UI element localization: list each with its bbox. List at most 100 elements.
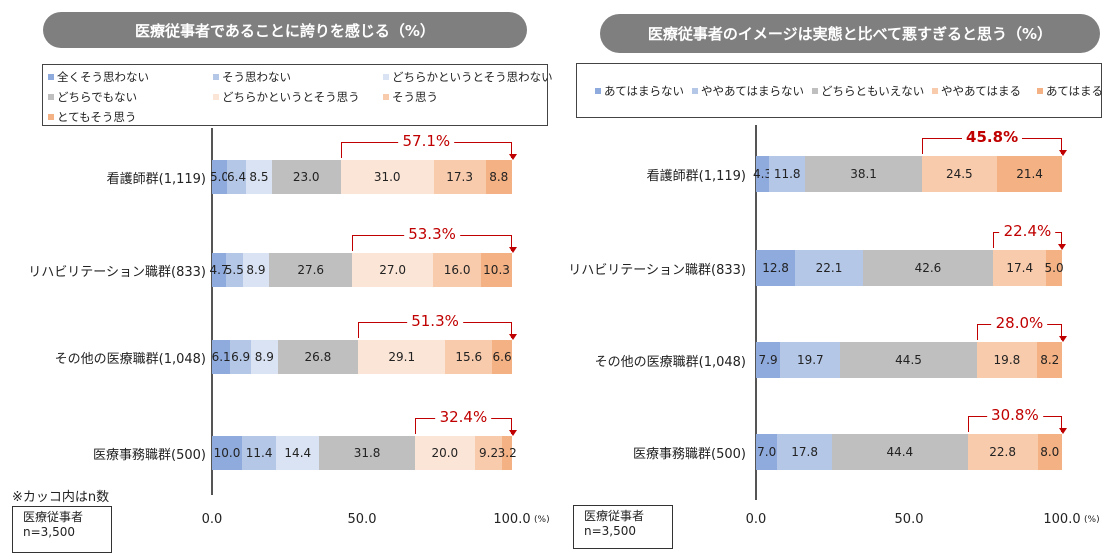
bar-segment: 5.0 — [1045, 250, 1064, 286]
bar-segment: 8.9 — [242, 253, 270, 287]
legend-swatch-icon — [48, 94, 54, 100]
bar-segment: 10.3 — [481, 253, 512, 287]
bar-segment: 12.8 — [756, 250, 796, 286]
legend-item: どちらともいえない — [812, 83, 924, 99]
positive-total-label: 30.8% — [987, 407, 1043, 423]
sample-label: 医療従事者 — [584, 509, 645, 523]
category-label: その他の医療職群(1,048) — [594, 355, 746, 370]
sample-n: n=3,500 — [23, 525, 76, 539]
category-label: リハビリテーション職群(833) — [568, 263, 746, 278]
bar-segment: 22.1 — [795, 250, 863, 286]
bar-segment: 17.3 — [433, 160, 486, 194]
bar-segment: 11.8 — [769, 156, 806, 192]
bar-segment: 29.1 — [358, 340, 446, 374]
legend-label: どちらでもない — [57, 90, 138, 104]
bar-segment: 8.5 — [246, 160, 272, 194]
legend-label: そう思わない — [222, 70, 291, 84]
legend-item: そう思わない — [213, 69, 291, 85]
x-tick-label: 100.0 — [1043, 512, 1081, 527]
bar-segment: 14.4 — [276, 436, 320, 470]
arrow-down-icon — [1058, 428, 1067, 434]
y-axis-line — [211, 128, 213, 495]
bar-segment: 3.2 — [498, 436, 517, 470]
legend-label: どちらかというとそう思わない — [392, 70, 553, 84]
bar-segment: 24.5 — [921, 156, 997, 192]
legend-swatch-icon — [595, 88, 601, 94]
bar-segment: 6.6 — [492, 340, 512, 374]
bar-segment: 20.0 — [414, 436, 475, 470]
legend-item: あてはまらない — [595, 83, 684, 99]
bar-segment: 6.4 — [227, 160, 247, 194]
legend-swatch-icon — [213, 74, 219, 80]
bar-segment: 44.4 — [831, 434, 968, 470]
sample-n: n=3,500 — [584, 524, 637, 538]
legend-swatch-icon — [48, 114, 54, 120]
x-unit-label: (%) — [1084, 515, 1100, 525]
legend-swatch-icon — [383, 74, 389, 80]
category-label: 医療事務職群(500) — [633, 447, 746, 462]
positive-total-label: 53.3% — [404, 226, 460, 242]
legend-item: ややあてはまる — [932, 83, 1021, 99]
bar-segment: 8.0 — [1037, 434, 1062, 470]
legend-item: 全くそう思わない — [48, 69, 149, 85]
bar-segment: 19.7 — [780, 342, 841, 378]
bar-segment: 27.0 — [352, 253, 434, 287]
bar-segment: 4.7 — [210, 253, 229, 287]
legend-item: ややあてはまらない — [692, 83, 804, 99]
arrow-down-icon — [1058, 336, 1067, 342]
bar-segment: 5.5 — [225, 253, 244, 287]
legend-item: どちらかというとそう思わない — [383, 69, 553, 85]
legend-swatch-icon — [213, 94, 219, 100]
bar-segment: 44.5 — [840, 342, 977, 378]
legend-swatch-icon — [1037, 88, 1043, 94]
legend-label: どちらかというとそう思う — [222, 90, 360, 104]
arrow-down-icon — [508, 430, 517, 436]
category-label: 看護師群(1,119) — [646, 169, 746, 184]
y-axis-line — [755, 125, 757, 500]
sample-box-left: 医療従事者 n=3,500 — [12, 506, 112, 553]
legend-label: ややあてはまらない — [701, 84, 805, 98]
bar-segment: 23.0 — [271, 160, 341, 194]
sample-label: 医療従事者 — [23, 510, 84, 524]
arrow-down-icon — [508, 154, 517, 160]
left-chart-title: 医療従事者であることに誇りを感じる（%） — [43, 12, 527, 48]
positive-total-label: 45.8% — [962, 129, 1023, 145]
bar-segment: 9.2 — [474, 436, 503, 470]
category-label: リハビリテーション職群(833) — [28, 265, 206, 280]
x-tick-label: 0.0 — [745, 512, 767, 527]
left-legend: 全くそう思わない そう思わない どちらかというとそう思わないどちらでもない どちらかと… — [42, 64, 553, 126]
positive-total-label: 22.4% — [999, 223, 1056, 239]
positive-total-label: 28.0% — [991, 315, 1048, 331]
legend-swatch-icon — [692, 88, 698, 94]
legend-label: どちらともいえない — [821, 84, 925, 98]
bar-segment: 31.8 — [319, 436, 415, 470]
x-tick-label: 50.0 — [894, 512, 924, 527]
arrow-down-icon — [1058, 150, 1067, 156]
bar-segment: 7.9 — [756, 342, 781, 378]
legend-label: とてもそう思う — [57, 110, 137, 124]
positive-total-label: 57.1% — [398, 133, 455, 149]
x-tick-label: 100.0 — [493, 512, 531, 527]
category-label: その他の医療職群(1,048) — [54, 352, 206, 367]
bar-segment: 42.6 — [862, 250, 994, 286]
legend-label: あてはまらない — [604, 84, 685, 98]
bar-segment: 8.8 — [485, 160, 512, 194]
positive-total-label: 32.4% — [435, 409, 492, 425]
legend-item: どちらかというとそう思う — [213, 89, 360, 105]
bar-segment: 15.6 — [445, 340, 493, 374]
legend-swatch-icon — [383, 94, 389, 100]
legend-label: あてはまる — [1046, 84, 1104, 98]
legend-label: 全くそう思わない — [57, 70, 149, 84]
arrow-down-icon — [508, 247, 517, 253]
bar-segment: 17.4 — [993, 250, 1047, 286]
bar-segment: 8.2 — [1037, 342, 1063, 378]
sample-box-right: 医療従事者 n=3,500 — [573, 505, 673, 549]
n-note: ※カッコ内はn数 — [12, 490, 110, 505]
category-label: 看護師群(1,119) — [106, 172, 206, 187]
bar-segment: 26.8 — [277, 340, 359, 374]
legend-label: そう思う — [392, 90, 438, 104]
bar-segment: 7.0 — [756, 434, 778, 470]
legend-item: とてもそう思う — [48, 109, 136, 125]
bar-segment: 16.0 — [433, 253, 482, 287]
right-legend: あてはまらない ややあてはまらない どちらともいえない ややあてはまる あてはまる — [576, 63, 1104, 118]
